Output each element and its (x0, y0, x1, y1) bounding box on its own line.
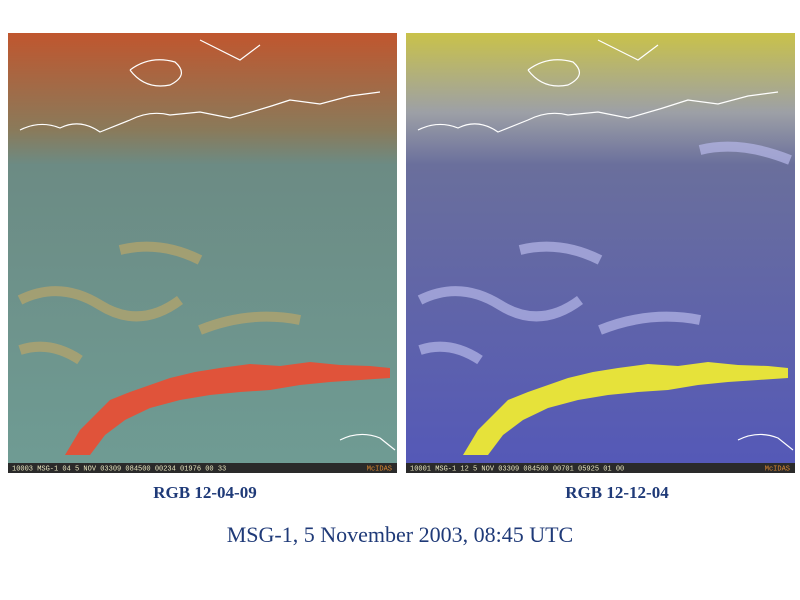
caption: RGB 12-04-09 (153, 483, 256, 502)
alps-snow (65, 362, 390, 455)
status-text: 10003 MSG-1 04 5 NOV 03309 084500 00234 … (12, 466, 226, 474)
satellite-image (406, 33, 795, 473)
alps-snow (463, 362, 788, 455)
low-cloud (417, 141, 792, 365)
panel-left: 10003 MSG-1 04 5 NOV 03309 084500 00234 … (8, 33, 397, 474)
coastline (19, 39, 396, 451)
panel-right: 10001 MSG-1 12 5 NOV 03309 084500 00701 … (406, 33, 795, 474)
status-brand: McIDAS (765, 466, 790, 474)
status-bar (406, 463, 795, 473)
satellite-image (8, 33, 397, 473)
status-bar (8, 463, 397, 473)
low-cloud (17, 241, 301, 365)
title: MSG-1, 5 November 2003, 08:45 UTC (227, 522, 573, 547)
coastline (417, 39, 794, 451)
caption: RGB 12-12-04 (565, 483, 669, 502)
status-brand: McIDAS (367, 466, 392, 474)
status-text: 10001 MSG-1 12 5 NOV 03309 084500 00701 … (410, 466, 624, 474)
